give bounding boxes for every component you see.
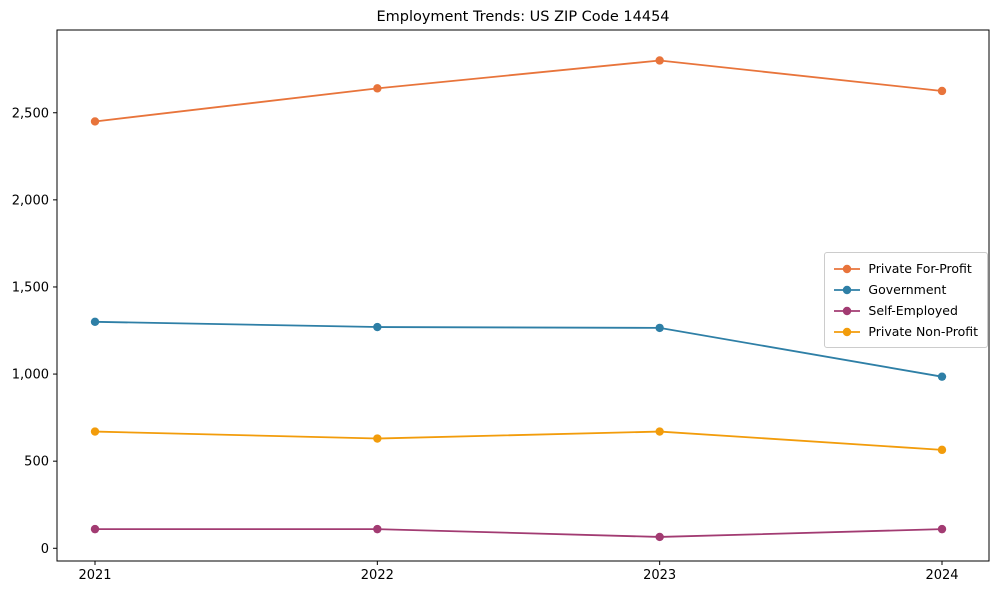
data-point [937,445,947,455]
x-tick-label: 2022 [361,568,394,583]
x-tick-label: 2023 [643,568,676,583]
axes-frame [56,29,990,562]
data-point [90,427,100,436]
legend: Private For-Profit Government Self-Employe… [824,252,988,348]
x-tick-label: 2021 [78,568,111,583]
data-point [373,84,382,93]
series-line-government [94,320,943,378]
legend-marker-icon [834,327,861,336]
series-line-self-employed [95,528,943,538]
x-tick-label: 2024 [925,568,958,583]
data-point [373,524,382,534]
legend-item: Self-Employed [834,300,978,321]
y-tick-label: 2,500 [12,106,49,121]
data-point [937,86,947,96]
legend-item: Private Non-Profit [834,321,978,342]
legend-item: Private For-Profit [834,258,978,279]
data-point [90,317,100,327]
data-point [655,427,664,436]
legend-label: Government [868,282,947,297]
data-point [937,524,947,534]
legend-label: Self-Employed [868,303,958,318]
y-tick-label: 1,500 [12,280,49,295]
data-point [90,117,100,126]
legend-marker-icon [834,306,861,315]
legend-marker-icon [834,264,861,273]
data-point [373,434,382,443]
data-point [373,322,382,332]
series-line-private-non-profit [94,430,943,451]
y-tick-label: 500 [24,455,49,470]
data-point [655,532,664,542]
data-point [655,323,664,333]
legend-marker-icon [834,285,861,294]
data-point [937,372,947,381]
legend-item: Government [834,279,978,300]
y-tick-label: 0 [41,542,49,557]
data-point [655,56,664,65]
legend-label: Private Non-Profit [868,324,978,339]
legend-label: Private For-Profit [868,261,972,276]
y-tick-label: 1,000 [12,368,49,383]
data-point [90,524,100,534]
series-line-private-for-profit [94,59,943,123]
chart-title: Employment Trends: US ZIP Code 14454 [376,9,670,25]
y-tick-label: 2,000 [12,193,49,208]
